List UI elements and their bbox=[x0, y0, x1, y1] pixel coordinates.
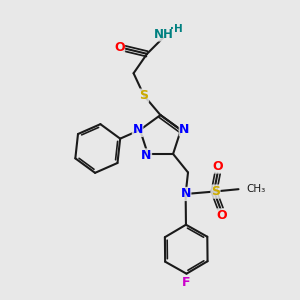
Text: F: F bbox=[182, 276, 191, 289]
Text: N: N bbox=[132, 123, 143, 136]
Text: N: N bbox=[180, 188, 191, 200]
Text: NH: NH bbox=[154, 28, 174, 41]
Text: O: O bbox=[213, 160, 224, 173]
Text: S: S bbox=[211, 185, 220, 198]
Text: O: O bbox=[217, 209, 227, 222]
Text: N: N bbox=[141, 149, 152, 162]
Text: S: S bbox=[140, 89, 148, 102]
Text: N: N bbox=[179, 123, 190, 136]
Text: CH₃: CH₃ bbox=[247, 184, 266, 194]
Text: ·H: ·H bbox=[169, 24, 182, 34]
Text: O: O bbox=[114, 41, 124, 54]
